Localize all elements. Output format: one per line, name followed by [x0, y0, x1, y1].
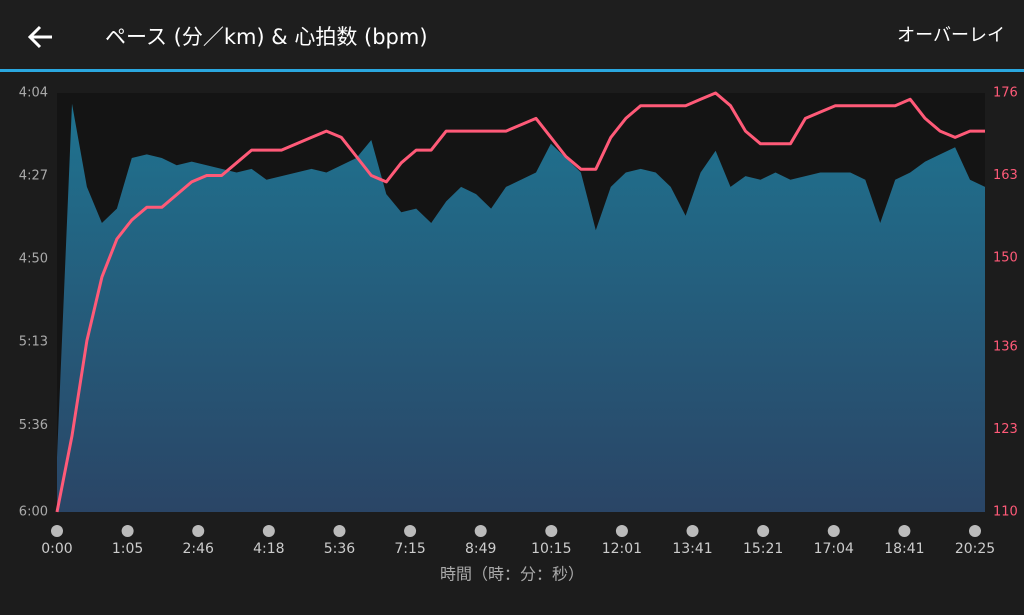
x-tick-label: 5:36 — [324, 541, 356, 557]
x-tick-mark — [192, 525, 205, 537]
x-tick-mark — [827, 525, 840, 537]
x-tick-label: 12:01 — [602, 541, 642, 557]
back-button[interactable] — [27, 25, 52, 49]
y2-tick-label: 163 — [993, 168, 1018, 183]
x-tick-mark — [757, 525, 770, 537]
x-tick-mark — [615, 525, 628, 537]
x-tick-label: 4:18 — [253, 541, 284, 557]
x-tick-label: 8:49 — [465, 541, 496, 557]
x-tick-mark — [404, 525, 417, 537]
x-tick-label: 20:25 — [955, 541, 995, 557]
x-tick-mark — [545, 525, 558, 537]
x-axis-label: 時間（時：分：秒） — [440, 565, 584, 584]
y2-tick-label: 150 — [993, 251, 1018, 266]
pace-area — [57, 103, 985, 513]
x-tick-label: 10:15 — [531, 541, 571, 557]
x-tick-label: 13:41 — [672, 541, 712, 557]
y-tick-label: 5:36 — [19, 418, 48, 433]
x-tick-label: 0:00 — [41, 541, 72, 557]
x-tick-mark — [969, 525, 981, 537]
y2-tick-label: 110 — [993, 505, 1018, 520]
x-tick-mark — [262, 525, 275, 537]
y2-tick-label: 176 — [993, 86, 1018, 101]
y2-tick-label: 136 — [993, 339, 1018, 354]
x-tick-mark — [898, 525, 911, 537]
y-tick-label: 4:27 — [19, 169, 48, 184]
y-tick-label: 4:50 — [19, 252, 48, 267]
y-tick-label: 5:13 — [19, 335, 48, 350]
x-tick-label: 2:46 — [183, 541, 215, 557]
app-bar-divider — [0, 69, 1024, 72]
x-tick-mark — [51, 525, 63, 537]
page-title: ペース (分／km) & 心拍数 (bpm) — [105, 25, 428, 49]
x-tick-mark — [121, 525, 134, 537]
x-tick-label: 7:15 — [394, 541, 425, 557]
heart-rate-line — [55, 91, 985, 513]
x-tick-label: 17:04 — [814, 541, 854, 557]
x-tick-mark — [333, 525, 346, 537]
y2-tick-label: 123 — [993, 422, 1018, 437]
x-tick-mark — [474, 525, 487, 537]
y-tick-label: 6:00 — [19, 505, 48, 520]
overlay-button[interactable]: オーバーレイ — [897, 25, 1005, 46]
x-tick-label: 18:41 — [884, 541, 924, 557]
y-tick-label: 4:04 — [19, 86, 48, 101]
x-tick-label: 1:05 — [112, 541, 143, 557]
x-tick-mark — [686, 525, 699, 537]
x-tick-label: 15:21 — [743, 541, 783, 557]
app-bar — [0, 0, 1024, 70]
